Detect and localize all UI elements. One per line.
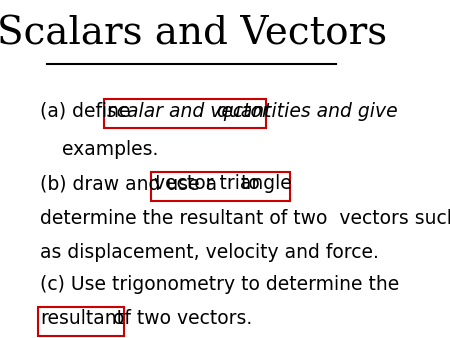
Text: as displacement, velocity and force.: as displacement, velocity and force. <box>40 243 379 262</box>
Text: scalar and vector: scalar and vector <box>107 102 269 121</box>
Text: (b) draw and use a: (b) draw and use a <box>40 174 223 193</box>
Text: to: to <box>235 174 260 193</box>
Text: examples.: examples. <box>62 140 158 159</box>
Text: Scalars and Vectors: Scalars and Vectors <box>0 16 387 53</box>
Text: (c) Use trigonometry to determine the: (c) Use trigonometry to determine the <box>40 275 400 294</box>
Text: (a) define: (a) define <box>40 102 137 121</box>
Text: of two vectors.: of two vectors. <box>107 309 252 328</box>
Text: resultant: resultant <box>40 309 124 328</box>
Text: determine the resultant of two  vectors such: determine the resultant of two vectors s… <box>40 209 450 228</box>
Text: quantities and give: quantities and give <box>211 102 398 121</box>
Text: vector triangle: vector triangle <box>154 174 292 193</box>
